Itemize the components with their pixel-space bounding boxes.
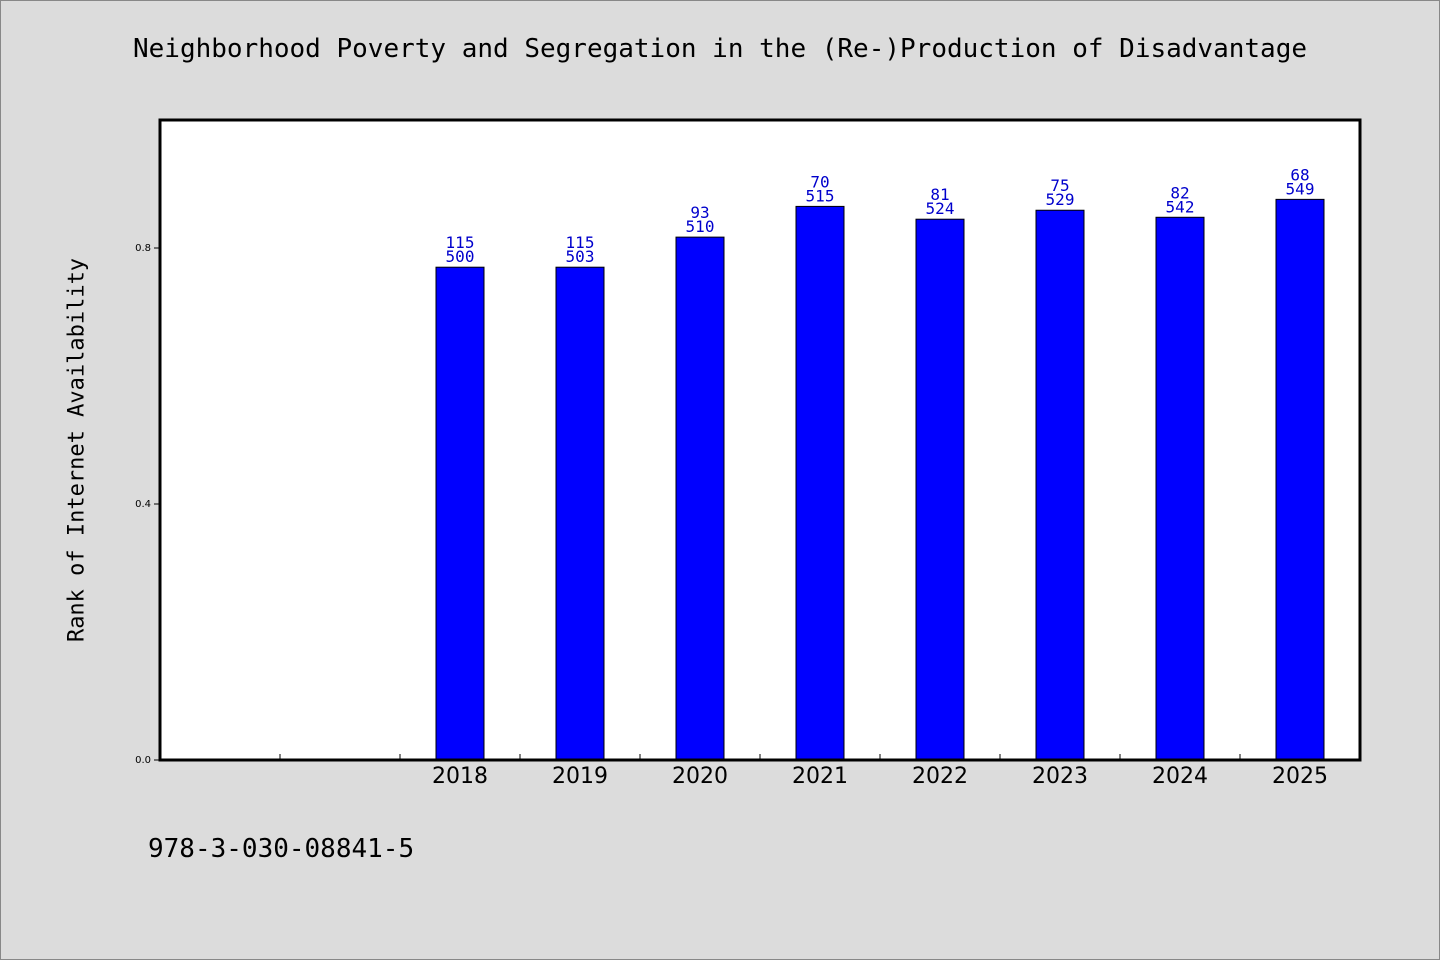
bar-label-top: 93 <box>690 203 709 222</box>
x-tick-label: 2024 <box>1152 764 1208 789</box>
bar-label-top: 82 <box>1170 183 1189 202</box>
y-tick-label: 0.4 <box>135 499 151 510</box>
bar <box>675 236 725 761</box>
y-tick-label: 0.0 <box>135 755 151 766</box>
x-tick-label: 2022 <box>912 764 968 789</box>
plot-border <box>158 118 1362 762</box>
bar-label-top: 115 <box>566 233 595 252</box>
bar <box>795 205 845 761</box>
isbn-footer: 978-3-030-08841-5 <box>148 834 415 864</box>
bar <box>435 266 485 761</box>
chart-title: Neighborhood Poverty and Segregation in … <box>133 34 1307 64</box>
bar <box>1155 216 1205 761</box>
bar-label-top: 70 <box>810 172 829 191</box>
bar <box>915 218 965 761</box>
bar-label-bottom: 542 <box>1166 197 1195 216</box>
x-tick-label: 2019 <box>552 764 608 789</box>
bar-label-bottom: 515 <box>806 186 835 205</box>
x-tick-label: 2025 <box>1272 764 1328 789</box>
x-ticks-group: 2018 2019 2020 2021 2022 2023 2024 2025 <box>279 754 1328 789</box>
bar-label-top: 115 <box>446 233 475 252</box>
bar-label-top: 68 <box>1290 165 1309 184</box>
y-ticks-group: 0.0 0.4 0.8 <box>135 243 160 766</box>
x-tick-label: 2018 <box>432 764 488 789</box>
bar-label-bottom: 500 <box>446 247 475 266</box>
x-tick-label: 2020 <box>672 764 728 789</box>
bar-label-bottom: 549 <box>1286 179 1315 198</box>
bar-label-bottom: 524 <box>926 199 955 218</box>
x-tick-label: 2023 <box>1032 764 1088 789</box>
bar-label-top: 75 <box>1050 176 1069 195</box>
bar-label-top: 81 <box>930 185 949 204</box>
bar <box>555 266 605 761</box>
bar-label-bottom: 529 <box>1046 190 1075 209</box>
x-tick-label: 2021 <box>792 764 848 789</box>
bar <box>1275 198 1325 761</box>
bar <box>1035 209 1085 761</box>
bar-label-bottom: 510 <box>686 217 715 236</box>
bar-label-bottom: 503 <box>566 247 595 266</box>
y-tick-label: 0.8 <box>135 243 151 254</box>
